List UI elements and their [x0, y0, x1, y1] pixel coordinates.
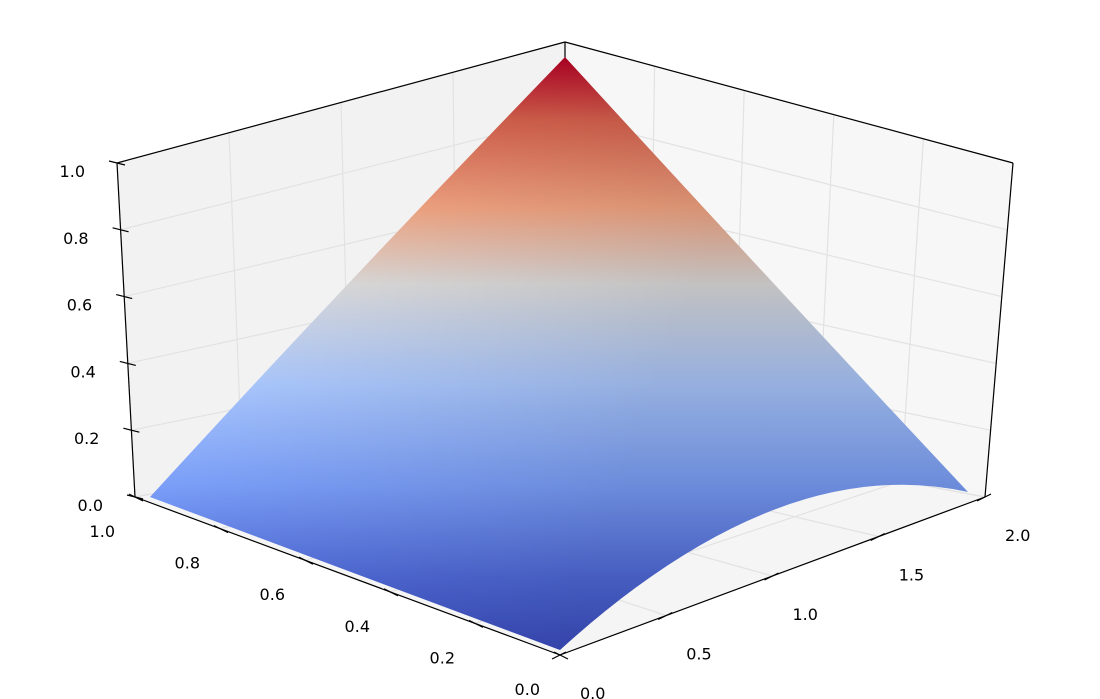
y-tick-4	[213, 525, 229, 534]
x-tick-4	[976, 493, 992, 502]
right-edge-line	[984, 162, 1014, 498]
x-tick-label-3: 1.5	[899, 566, 924, 585]
top-left-edge-line	[116, 41, 566, 164]
z-tick-5	[108, 160, 126, 166]
tick-labels: 0.0 0.2 0.4 0.6 0.8 1.0 0.0 0.2 0.4 0.6 0.8 1.0 0.0 0…	[60, 162, 1031, 699]
x-tick-label-4: 2.0	[1005, 526, 1030, 545]
x-tick-3	[870, 532, 886, 542]
surface-shading	[150, 57, 968, 650]
y-tick-label-5: 1.0	[90, 522, 115, 541]
y-tick-label-2: 0.4	[345, 617, 370, 636]
z-tick-3	[116, 294, 133, 300]
z-tick-label-2: 0.4	[70, 362, 95, 381]
z-tick-label-4: 0.8	[63, 229, 88, 248]
y-axis-line	[134, 496, 561, 656]
y-tick-1	[468, 619, 484, 628]
y-tick-3	[298, 556, 314, 565]
x-tick-label-0: 0.0	[580, 684, 605, 699]
z-tick-label-1: 0.2	[74, 429, 99, 448]
z-tick-label-5: 1.0	[60, 162, 85, 181]
y-tick-label-0: 0.0	[515, 680, 540, 699]
z-tick-label-0: 0.0	[78, 496, 103, 515]
x-tick-1	[657, 611, 673, 621]
y-tick-label-3: 0.6	[260, 585, 285, 604]
y-tick-2	[383, 588, 399, 597]
top-right-edge-line	[564, 41, 1014, 164]
z-grid-right-4	[564, 116, 1008, 231]
y-tick-label-4: 0.8	[175, 554, 200, 573]
x-tick-2	[764, 572, 779, 581]
y-tick-0	[553, 651, 569, 660]
z-tick-2	[119, 360, 136, 366]
axis-ticks	[108, 160, 992, 660]
z-tick-1	[123, 427, 140, 433]
y-tick-label-1: 0.2	[430, 648, 455, 667]
z-tick-4	[112, 227, 129, 233]
z-axis-line	[116, 162, 136, 498]
x-tick-0	[551, 651, 567, 660]
y-tick-5	[128, 493, 144, 502]
z-tick-label-3: 0.6	[67, 296, 92, 315]
x-tick-label-1: 0.5	[686, 645, 711, 664]
y-grid-wall-1	[900, 138, 924, 482]
x-tick-label-2: 1.0	[793, 605, 818, 624]
